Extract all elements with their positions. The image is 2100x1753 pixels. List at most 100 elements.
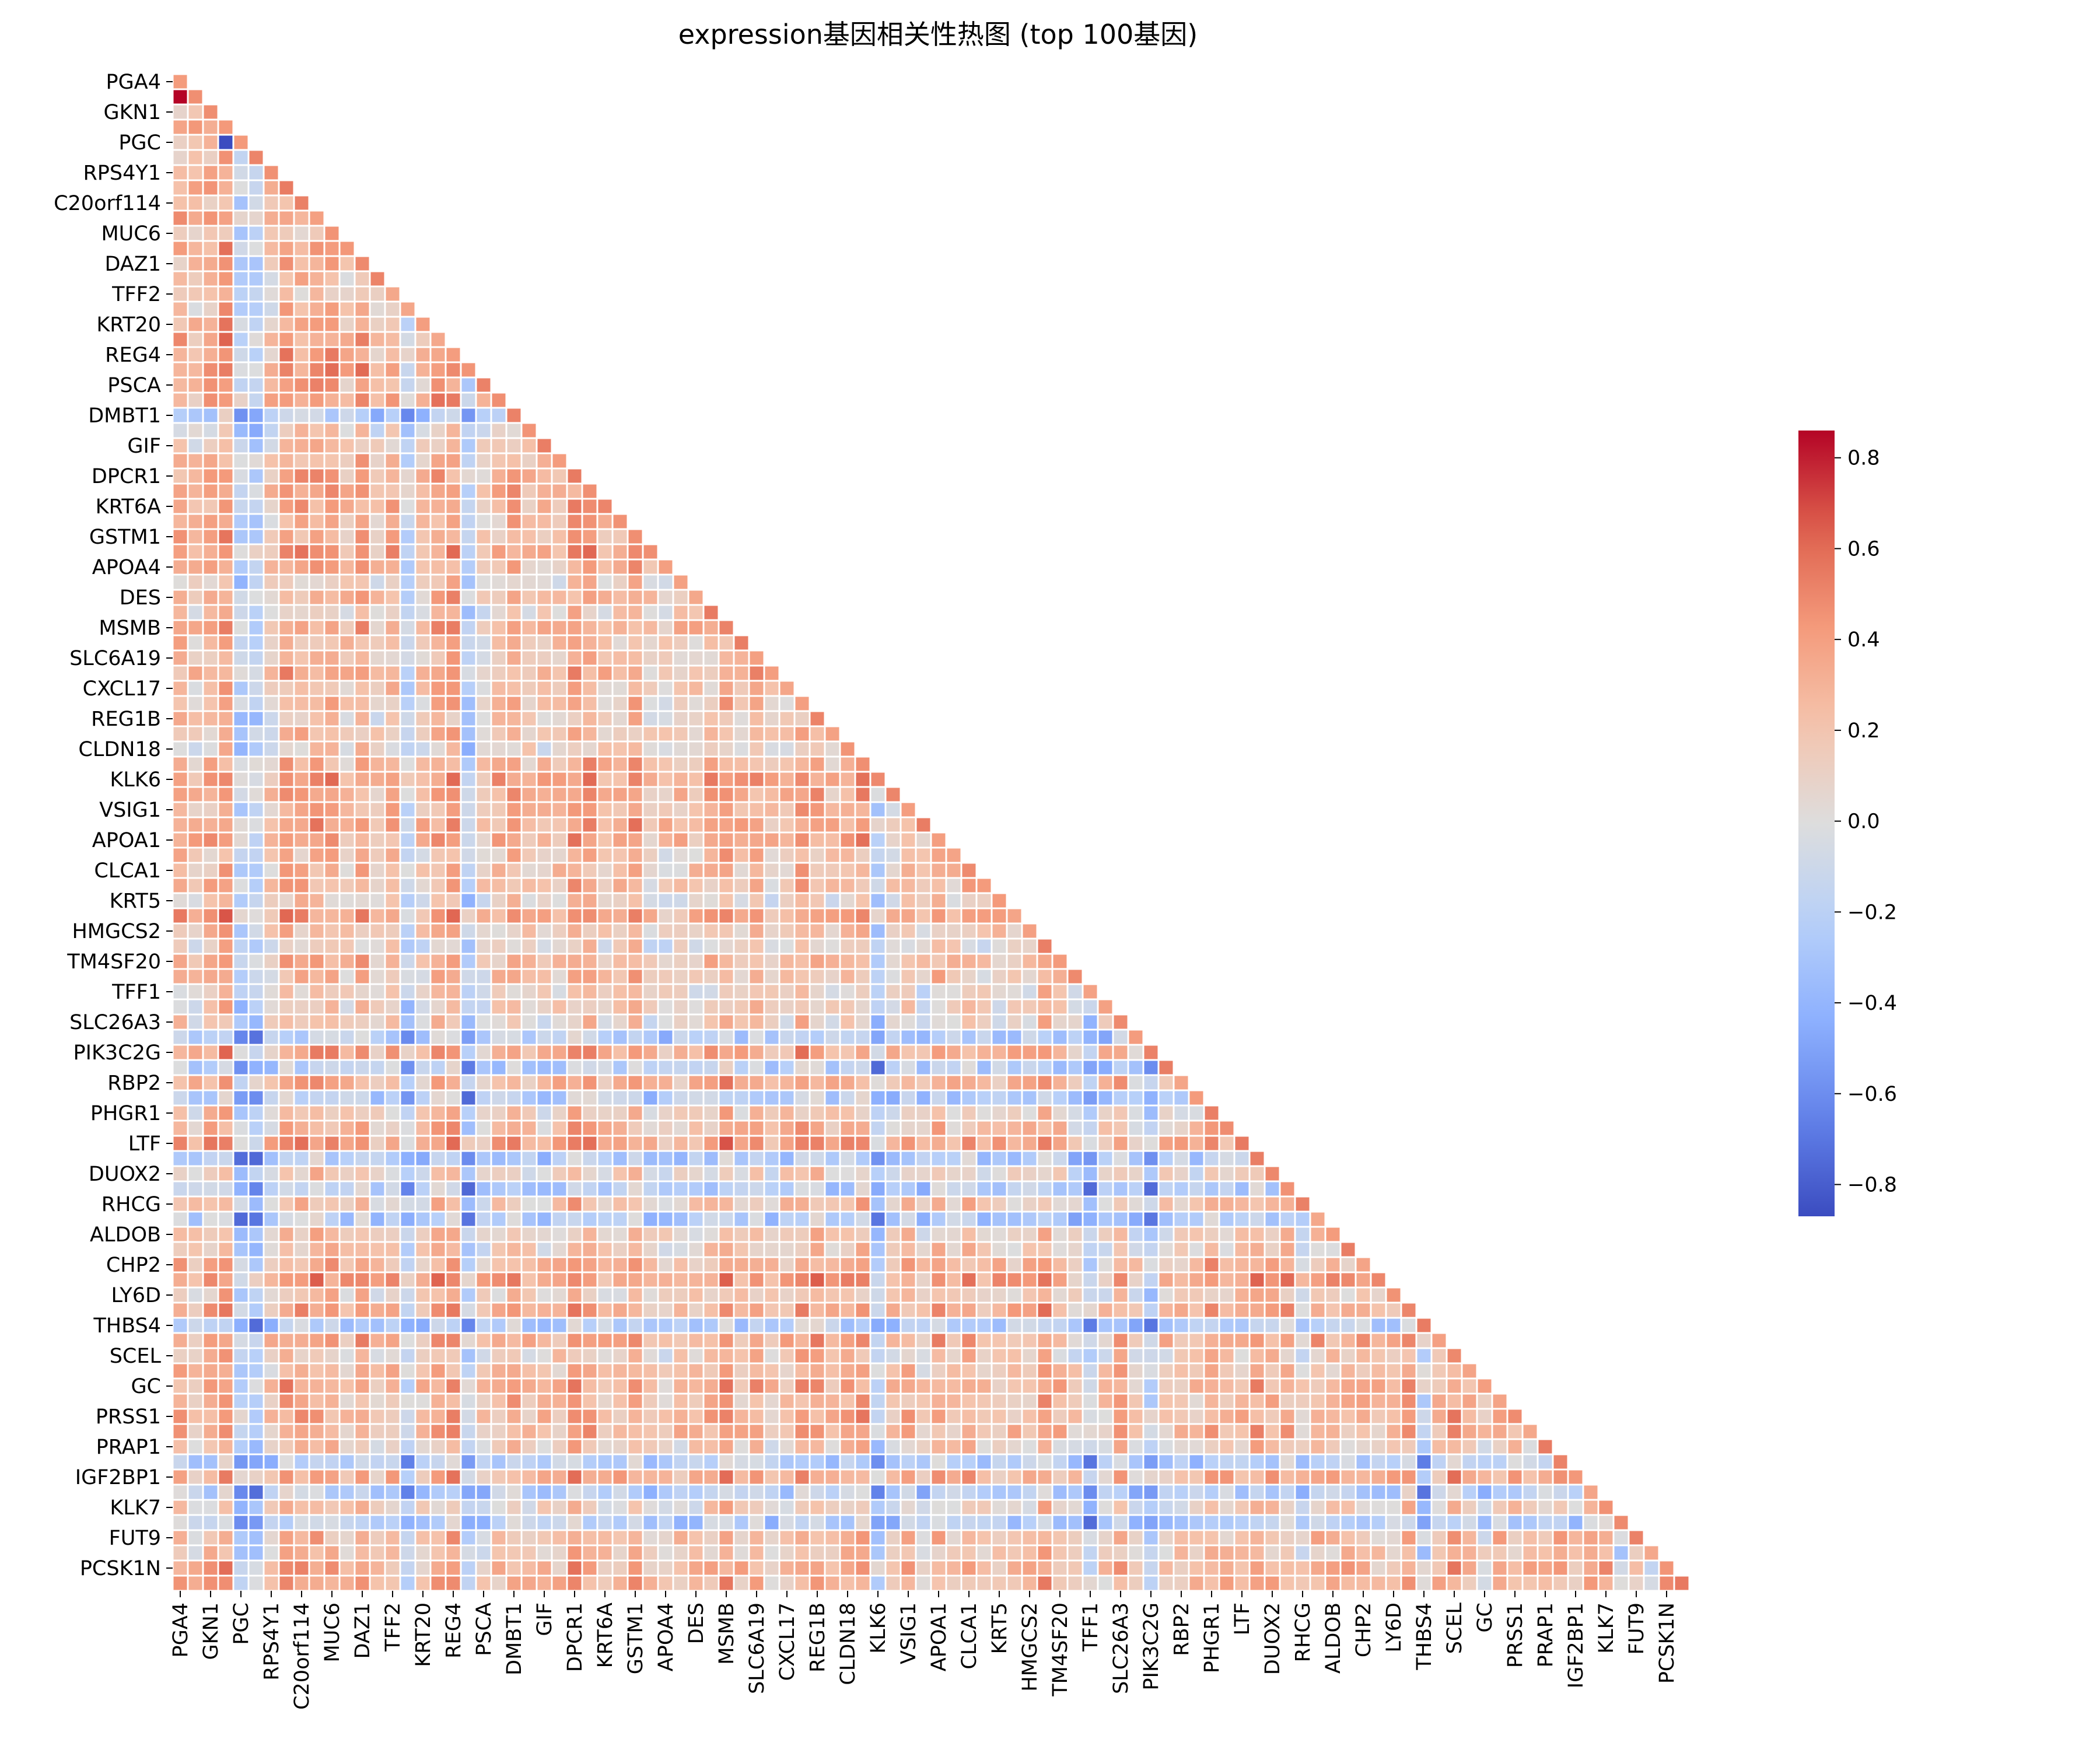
heatmap-cell <box>824 831 841 849</box>
heatmap-cell <box>733 1362 750 1380</box>
heatmap-cell <box>399 725 416 743</box>
heatmap-cell <box>778 1544 796 1562</box>
heatmap-cell <box>323 695 341 712</box>
heatmap-cell <box>399 907 416 925</box>
heatmap-cell <box>414 740 432 758</box>
heatmap-cell <box>930 1271 947 1289</box>
heatmap-cell <box>232 376 250 394</box>
heatmap-cell <box>611 1256 629 1273</box>
heatmap-cell <box>262 1499 280 1516</box>
heatmap-cell <box>536 1332 553 1349</box>
heatmap-cell <box>399 1286 416 1304</box>
heatmap-cell <box>460 1104 477 1122</box>
heatmap-cell <box>642 786 659 803</box>
heatmap-cell <box>1309 1423 1326 1440</box>
heatmap-cell <box>824 1408 841 1425</box>
heatmap-cell <box>566 1559 583 1577</box>
heatmap-cell <box>1006 953 1023 970</box>
heatmap-cell <box>1658 1559 1675 1577</box>
heatmap-cell <box>323 573 341 591</box>
heatmap-cell <box>1370 1544 1387 1562</box>
heatmap-cell <box>824 1256 841 1273</box>
heatmap-cell <box>247 467 265 485</box>
heatmap-cell <box>960 1347 978 1364</box>
heatmap-cell <box>369 680 386 697</box>
heatmap-cell <box>824 922 841 940</box>
heatmap-cell <box>551 1119 568 1137</box>
heatmap-cell <box>1036 953 1054 970</box>
heatmap-cell <box>642 1408 659 1425</box>
heatmap-cell <box>839 1559 856 1577</box>
heatmap-cell <box>429 543 447 561</box>
heatmap-cell <box>399 1544 416 1562</box>
heatmap-cell <box>278 1271 295 1289</box>
heatmap-cell <box>748 1301 765 1319</box>
heatmap-cell <box>429 892 447 909</box>
heatmap-cell <box>900 1392 917 1410</box>
heatmap-cell <box>672 968 690 985</box>
heatmap-cell <box>490 1165 508 1182</box>
heatmap-cell <box>232 740 250 758</box>
heatmap-cell <box>414 710 432 727</box>
heatmap-cell <box>399 300 416 318</box>
heatmap-cell <box>581 695 598 712</box>
heatmap-cell <box>262 270 280 288</box>
heatmap-cell <box>475 1210 492 1228</box>
heatmap-cell <box>187 164 204 181</box>
heatmap-cell <box>217 1574 235 1592</box>
heatmap-cell <box>354 1438 371 1455</box>
heatmap-cell <box>536 467 553 485</box>
heatmap-cell <box>1142 1210 1160 1228</box>
heatmap-cell <box>551 695 568 712</box>
heatmap-cell <box>566 1104 583 1122</box>
heatmap-cell <box>187 407 204 424</box>
heatmap-cell <box>444 877 462 894</box>
heatmap-cell <box>1218 1423 1236 1440</box>
heatmap-cell <box>247 1210 265 1228</box>
heatmap-cell <box>172 1104 189 1122</box>
heatmap-cell <box>1506 1499 1524 1516</box>
heatmap-cell <box>626 1377 644 1395</box>
heatmap-cell <box>490 1499 508 1516</box>
heatmap-cell <box>869 1059 887 1076</box>
heatmap-cell <box>172 649 189 667</box>
heatmap-cell <box>1536 1514 1554 1531</box>
heatmap-cell <box>1461 1423 1478 1440</box>
heatmap-cell <box>718 1044 735 1061</box>
heatmap-cell <box>778 846 796 864</box>
heatmap-cell <box>444 771 462 788</box>
heatmap-cell <box>1188 1438 1205 1455</box>
heatmap-cell <box>1264 1529 1281 1546</box>
heatmap-cell <box>217 1559 235 1577</box>
heatmap-cell <box>399 1165 416 1182</box>
heatmap-cell <box>657 1256 674 1273</box>
heatmap-cell <box>854 1347 872 1364</box>
heatmap-cell <box>354 725 371 743</box>
heatmap-cell <box>551 1499 568 1516</box>
heatmap-cell <box>1233 1559 1251 1577</box>
heatmap-cell <box>566 998 583 1016</box>
heatmap-cell <box>1036 1074 1054 1091</box>
heatmap-cell <box>187 103 204 121</box>
heatmap-cell <box>1157 1423 1175 1440</box>
heatmap-cell <box>490 1301 508 1319</box>
heatmap-cell <box>536 634 553 652</box>
heatmap-cell <box>460 725 477 743</box>
heatmap-cell <box>232 285 250 303</box>
heatmap-cell <box>1294 1317 1311 1334</box>
heatmap-cell <box>991 1089 1008 1107</box>
heatmap-cell <box>247 1499 265 1516</box>
heatmap-cell <box>839 1392 856 1410</box>
heatmap-cell <box>1415 1408 1433 1425</box>
heatmap-cell <box>778 1483 796 1501</box>
heatmap-cell <box>232 998 250 1016</box>
heatmap-cell <box>763 1468 780 1486</box>
heatmap-cell <box>262 619 280 636</box>
heatmap-cell <box>596 1377 614 1395</box>
heatmap-cell <box>778 1514 796 1531</box>
heatmap-cell <box>1203 1165 1220 1182</box>
heatmap-cell <box>1066 1362 1084 1380</box>
heatmap-cell <box>702 1347 720 1364</box>
heatmap-cell <box>702 1271 720 1289</box>
